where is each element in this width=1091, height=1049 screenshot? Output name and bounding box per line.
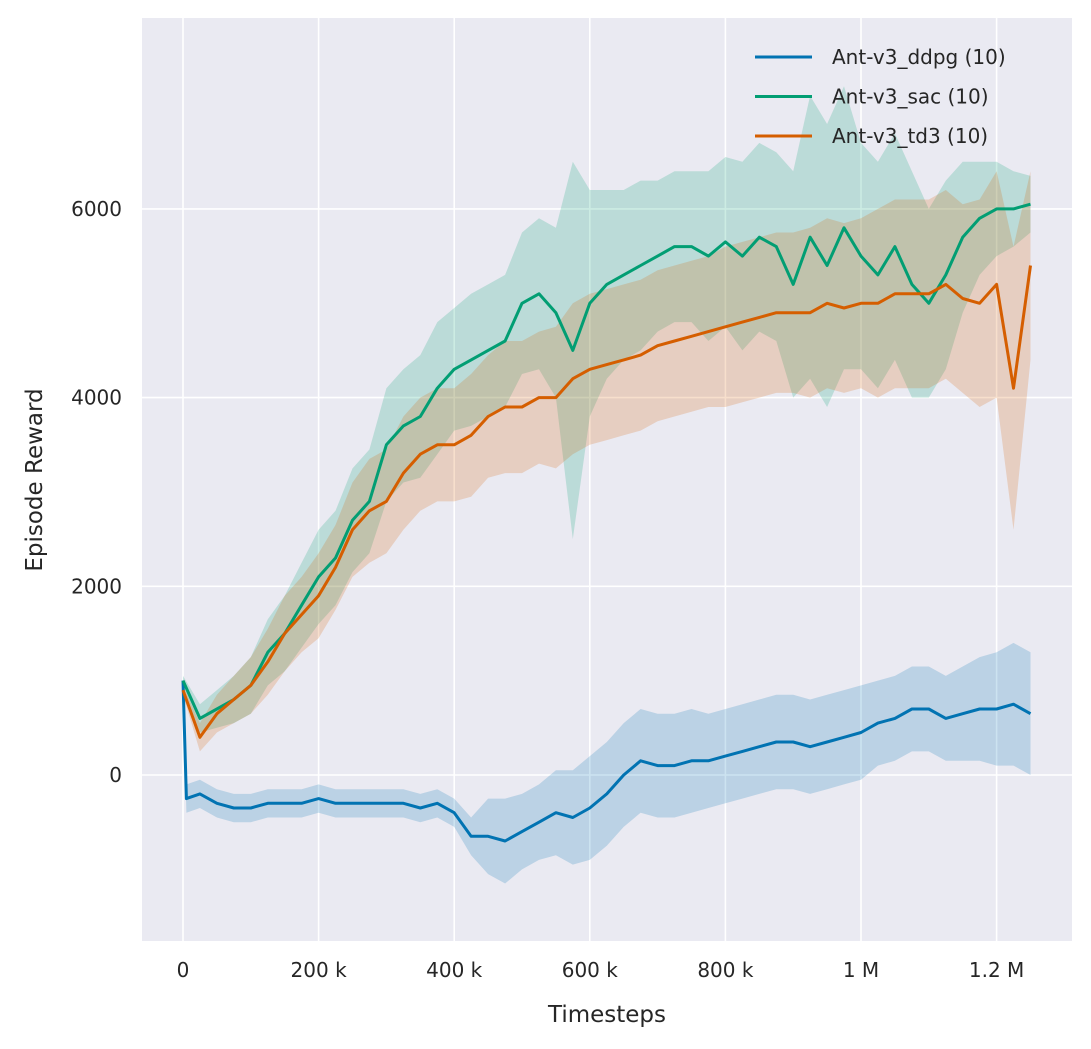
legend-label: Ant-v3_sac (10) — [832, 85, 989, 109]
legend-label: Ant-v3_td3 (10) — [832, 124, 988, 148]
legend: Ant-v3_ddpg (10) Ant-v3_sac (10) Ant-v3_td… — [755, 45, 1006, 148]
legend-label: Ant-v3_ddpg (10) — [832, 45, 1006, 69]
series-line-2 — [181, 265, 1032, 739]
confidence-band-0 — [183, 642, 1031, 884]
y-tick-label: 4000 — [71, 386, 122, 410]
y-tick-label: 2000 — [71, 574, 122, 598]
series-line-1 — [181, 202, 1031, 720]
x-tick-label: 1.2 M — [969, 958, 1024, 982]
x-tick-label: 600 k — [562, 958, 619, 982]
plot-background — [142, 18, 1072, 941]
x-tick-label: 400 k — [426, 958, 483, 982]
confidence-band-2 — [183, 171, 1031, 752]
x-axis-label: Timesteps — [547, 1002, 666, 1028]
y-axis-label: Episode Reward — [22, 388, 48, 571]
y-tick-label: 6000 — [71, 197, 122, 221]
series-line-0 — [181, 680, 1032, 843]
x-tick-label: 1 M — [843, 958, 879, 982]
confidence-band-1 — [183, 86, 1031, 733]
x-tick-label: 0 — [177, 958, 190, 982]
x-tick-label: 800 k — [697, 958, 754, 982]
y-tick-label: 0 — [109, 763, 122, 787]
x-tick-label: 200 k — [291, 958, 348, 982]
